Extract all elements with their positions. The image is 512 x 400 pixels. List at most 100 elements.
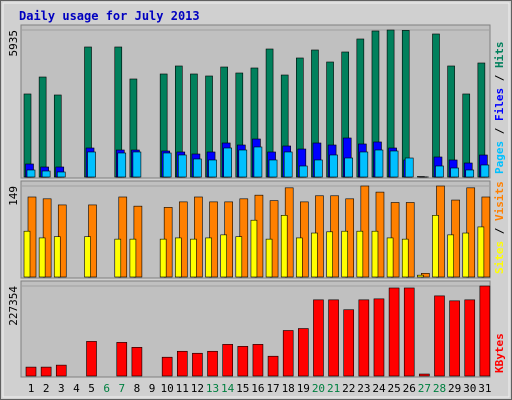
bar (465, 169, 475, 178)
legend-entry: Hits (493, 42, 506, 69)
legend-entry: Files (493, 88, 506, 121)
x-tick-label: 31 (478, 382, 491, 395)
bar (176, 350, 188, 377)
bar (41, 170, 51, 178)
bar (222, 344, 233, 377)
x-tick-label: 3 (58, 382, 65, 395)
x-tick-label: 8 (134, 382, 141, 395)
bar (193, 158, 202, 178)
bar (480, 164, 490, 178)
legend-entry: KBytes (493, 333, 506, 373)
bar (358, 299, 370, 377)
x-tick-label: 14 (221, 382, 235, 395)
bar (194, 196, 203, 278)
bar (466, 187, 476, 278)
bar (298, 328, 309, 377)
bar (283, 151, 293, 178)
bar (55, 364, 67, 377)
bar (280, 215, 288, 278)
x-tick-label: 10 (161, 382, 174, 395)
legend: KBytes (493, 333, 506, 373)
bar (359, 151, 369, 178)
legend: Sites / Visits (493, 181, 506, 274)
bar (177, 154, 187, 178)
bar (250, 219, 258, 278)
bar (432, 215, 439, 278)
bar (374, 149, 384, 178)
bar (477, 226, 485, 278)
bar (388, 287, 400, 377)
bar (267, 355, 279, 377)
bar (223, 147, 232, 178)
bar (356, 230, 364, 278)
bar (207, 350, 218, 377)
bar (282, 330, 294, 377)
legend-entry: Sites (493, 241, 506, 274)
x-tick-label: 28 (433, 382, 446, 395)
bar (238, 149, 248, 178)
bar (417, 274, 424, 278)
bar (389, 150, 399, 178)
bar (371, 230, 379, 278)
bar (401, 238, 409, 278)
x-tick-label: 4 (73, 382, 80, 395)
bar (447, 234, 454, 278)
y-tick-label: 149 (7, 186, 20, 206)
x-tick-label: 16 (251, 382, 264, 395)
x-tick-label: 19 (297, 382, 310, 395)
y-tick-label: 5935 (7, 30, 20, 57)
legend-separator: / (493, 68, 506, 88)
bar (341, 230, 349, 278)
x-tick-label: 23 (357, 382, 370, 395)
bar (56, 171, 66, 178)
x-tick-label: 7 (118, 382, 125, 395)
bar (296, 237, 303, 278)
bar (87, 151, 96, 178)
x-tick-label: 9 (149, 382, 156, 395)
x-tick-label: 30 (463, 382, 476, 395)
bar (38, 237, 46, 278)
bar (237, 346, 249, 377)
bar (118, 196, 128, 278)
bar (404, 157, 414, 178)
bar (162, 152, 172, 178)
bar (53, 236, 61, 278)
bar (329, 154, 338, 178)
bar (419, 373, 430, 377)
bar (299, 165, 308, 178)
bar (26, 169, 36, 178)
x-tick-label: 1 (28, 382, 35, 395)
x-tick-label: 22 (342, 382, 355, 395)
x-tick-label: 20 (312, 382, 325, 395)
bar (373, 298, 385, 377)
bar (314, 159, 323, 178)
legend-separator: / (493, 121, 506, 141)
x-tick-label: 15 (236, 382, 249, 395)
x-tick-label: 25 (387, 382, 400, 395)
x-tick-label: 11 (176, 382, 189, 395)
bar (190, 238, 197, 278)
bar (253, 146, 263, 178)
bar (434, 295, 445, 377)
bar (343, 309, 355, 377)
bar (23, 230, 31, 278)
bar (268, 159, 278, 178)
bar (38, 76, 47, 178)
bar (40, 366, 52, 377)
bar (116, 342, 128, 377)
bar (401, 30, 410, 178)
bar (403, 287, 415, 377)
bar (479, 285, 491, 377)
bar (174, 237, 182, 278)
bar (192, 352, 203, 377)
bar (326, 231, 333, 278)
x-tick-label: 17 (266, 382, 279, 395)
x-tick-label: 13 (206, 382, 219, 395)
bar (235, 236, 243, 278)
bar (84, 236, 91, 278)
bar (25, 366, 37, 377)
bar (205, 237, 212, 278)
bar (161, 356, 173, 377)
